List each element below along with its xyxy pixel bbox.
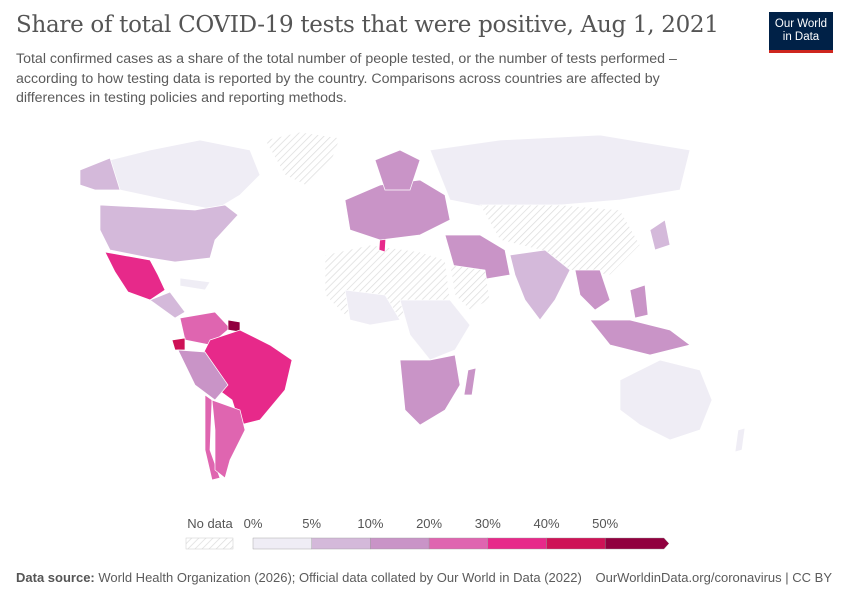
legend-bin-6[interactable] [605, 537, 670, 550]
source-link[interactable]: OurWorldinData.org/coronavirus | CC BY [595, 570, 832, 585]
owid-logo[interactable]: Our World in Data [769, 12, 833, 53]
country-africa-west[interactable] [344, 289, 401, 326]
country-alaska[interactable] [79, 157, 121, 191]
legend-tick-label: 30% [474, 516, 501, 531]
data-source: Data source: World Health Organization (… [16, 570, 582, 585]
country-suriname[interactable] [227, 319, 241, 333]
country-australia[interactable] [619, 359, 713, 441]
legend-tick-label: 20% [416, 516, 443, 531]
world-map [79, 131, 746, 481]
country-philippines[interactable] [629, 284, 649, 319]
country-scandinavia[interactable] [374, 149, 421, 191]
country-indonesia[interactable] [589, 319, 691, 356]
country-caribbean[interactable] [179, 277, 211, 291]
country-greenland[interactable] [264, 131, 341, 186]
legend-tick-label: 0% [243, 516, 263, 531]
legend-tick-label: 10% [357, 516, 384, 531]
country-new-zealand[interactable] [734, 427, 746, 453]
country-africa-central[interactable] [399, 299, 471, 361]
logo-line1: Our World [774, 18, 828, 30]
legend-tick-label: 40% [533, 516, 560, 531]
country-madagascar[interactable] [463, 367, 477, 396]
legend-bin-1[interactable] [311, 537, 371, 550]
legend-bin-3[interactable] [428, 537, 489, 550]
legend-tick-label: 50% [592, 516, 619, 531]
legend-bin-5[interactable] [546, 537, 606, 550]
color-legend: No data 0% 5% 10% 20% 30% 40% 50% [0, 510, 850, 555]
legend-bin-0[interactable] [252, 537, 312, 550]
chart-title: Share of total COVID-19 tests that were … [16, 12, 719, 38]
country-kazakhstan-china[interactable] [479, 204, 641, 276]
country-india[interactable] [509, 249, 571, 321]
legend-bin-2[interactable] [370, 537, 430, 550]
legend-no-data-swatch [185, 537, 234, 550]
legend-tick-label: 5% [302, 516, 322, 531]
country-russia[interactable] [429, 134, 691, 211]
source-label: Data source: [16, 570, 95, 585]
country-usa[interactable] [99, 204, 239, 263]
country-southeast-asia[interactable] [574, 269, 611, 311]
logo-line2: in Data [782, 31, 820, 43]
chart-subtitle: Total confirmed cases as a share of the … [16, 51, 677, 106]
country-argentina[interactable] [211, 399, 246, 479]
country-mexico[interactable] [104, 251, 166, 301]
country-africa-south[interactable] [399, 354, 461, 426]
legend-bin-4[interactable] [487, 537, 547, 550]
country-japan-korea[interactable] [649, 219, 671, 251]
source-text: World Health Organization (2026); Offici… [94, 570, 582, 585]
country-canada[interactable] [109, 139, 261, 211]
country-arabia[interactable] [449, 264, 491, 311]
country-peru-bolivia[interactable] [177, 349, 229, 401]
legend-no-data-label: No data [187, 516, 233, 531]
country-central-america[interactable] [149, 291, 186, 319]
country-ecuador[interactable] [171, 337, 186, 351]
